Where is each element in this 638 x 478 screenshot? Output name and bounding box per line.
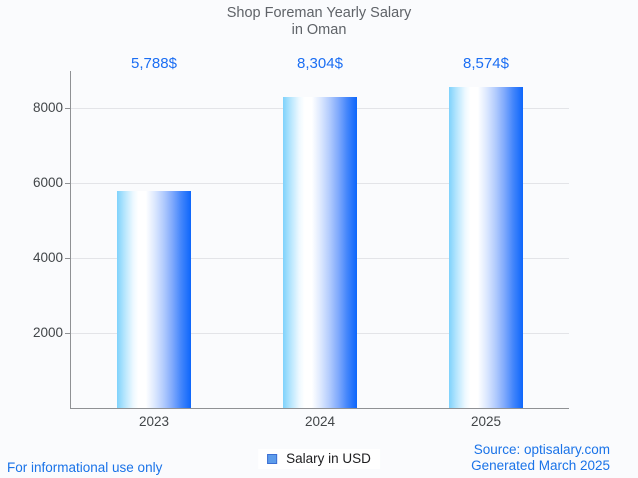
bar-2024[interactable] xyxy=(283,97,357,408)
y-tickmark-2000 xyxy=(65,333,71,335)
value-label-2023: 5,788$ xyxy=(131,55,177,72)
generated-date-text: Generated March 2025 xyxy=(471,458,610,473)
legend-label: Salary in USD xyxy=(286,451,371,466)
x-tick-label-2023: 2023 xyxy=(138,414,170,429)
legend[interactable]: Salary in USD xyxy=(258,449,380,469)
disclaimer-text: For informational use only xyxy=(7,460,163,475)
chart-title-line2: in Oman xyxy=(291,22,347,38)
x-tick-label-2025: 2025 xyxy=(470,414,502,429)
value-label-2024: 8,304$ xyxy=(297,55,343,72)
source-text: Source: optisalary.com xyxy=(473,442,610,457)
y-tick-label-2000: 2000 xyxy=(32,325,63,341)
bar-2025[interactable] xyxy=(449,86,523,408)
y-tick-label-6000: 6000 xyxy=(32,175,63,191)
y-tickmark-4000 xyxy=(65,258,71,260)
y-tick-label-8000: 8000 xyxy=(32,100,63,116)
y-tickmark-8000 xyxy=(65,108,71,110)
y-tick-label-4000: 4000 xyxy=(32,250,63,266)
x-axis-line xyxy=(70,408,569,409)
value-label-2025: 8,574$ xyxy=(463,55,509,72)
x-tick-label-2024: 2024 xyxy=(304,414,336,429)
bar-2023[interactable] xyxy=(117,191,191,408)
chart-title: Shop Foreman Yearly Salary in Oman xyxy=(0,5,638,39)
y-tickmark-6000 xyxy=(65,183,71,185)
source-info: Source: optisalary.com Generated March 2… xyxy=(471,442,610,474)
y-axis-line xyxy=(70,71,71,408)
legend-marker-icon xyxy=(267,454,278,464)
chart-title-line1: Shop Foreman Yearly Salary xyxy=(226,5,412,21)
